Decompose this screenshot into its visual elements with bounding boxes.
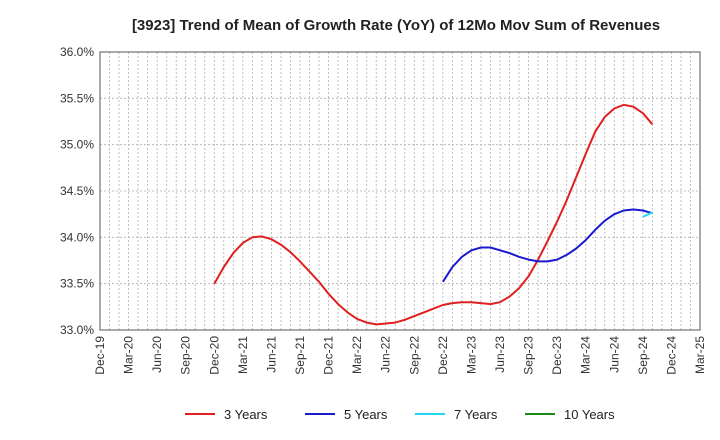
legend: 3 Years 5 Years 7 Years 10 Years <box>185 407 615 422</box>
y-tick-label: 35.0% <box>60 138 94 152</box>
series-line-5-years <box>442 208 653 283</box>
series-line-7-years <box>642 211 653 218</box>
legend-label: 7 Years <box>454 407 498 422</box>
legend-label: 3 Years <box>224 407 268 422</box>
x-tick-label: Jun-24 <box>607 336 621 373</box>
x-axis: Dec-19 Mar-20 Jun-20 Sep-20 Dec-20 Mar-21 Jun-… <box>93 336 707 375</box>
x-tick-label: Dec-23 <box>550 336 564 375</box>
x-tick-label: Mar-21 <box>236 336 250 374</box>
x-tick-label: Dec-22 <box>436 336 450 375</box>
x-tick-label: Dec-20 <box>207 336 221 375</box>
y-tick-label: 36.0% <box>60 45 94 59</box>
x-tick-label: Sep-20 <box>179 336 193 375</box>
y-tick-label: 33.5% <box>60 277 94 291</box>
x-tick-label: Dec-19 <box>93 336 107 375</box>
series-group <box>213 103 654 326</box>
legend-label: 10 Years <box>564 407 615 422</box>
x-tick-label: Mar-24 <box>579 336 593 374</box>
legend-label: 5 Years <box>344 407 388 422</box>
x-tick-label: Jun-20 <box>150 336 164 373</box>
x-tick-label: Mar-25 <box>693 336 707 374</box>
x-tick-label: Jun-22 <box>379 336 393 373</box>
y-tick-label: 34.0% <box>60 230 94 244</box>
x-tick-label: Sep-23 <box>522 336 536 375</box>
x-tick-label: Sep-21 <box>293 336 307 375</box>
x-tick-label: Sep-24 <box>636 336 650 375</box>
x-tick-label: Jun-21 <box>264 336 278 373</box>
series-line-3-years <box>213 103 654 326</box>
y-axis: 33.0% 33.5% 34.0% 34.5% 35.0% 35.5% 36.0% <box>60 45 94 337</box>
y-tick-label: 33.0% <box>60 323 94 337</box>
grid <box>100 52 700 330</box>
chart-title: [3923] Trend of Mean of Growth Rate (YoY… <box>132 17 660 34</box>
x-tick-label: Dec-21 <box>322 336 336 375</box>
y-tick-label: 34.5% <box>60 184 94 198</box>
y-tick-label: 35.5% <box>60 91 94 105</box>
x-tick-label: Jun-23 <box>493 336 507 373</box>
plot-frame <box>99 51 701 331</box>
x-tick-label: Sep-22 <box>407 336 421 375</box>
x-tick-label: Mar-23 <box>464 336 478 374</box>
x-tick-label: Mar-20 <box>122 336 136 374</box>
x-tick-label: Dec-24 <box>664 336 678 375</box>
x-tick-label: Mar-22 <box>350 336 364 374</box>
